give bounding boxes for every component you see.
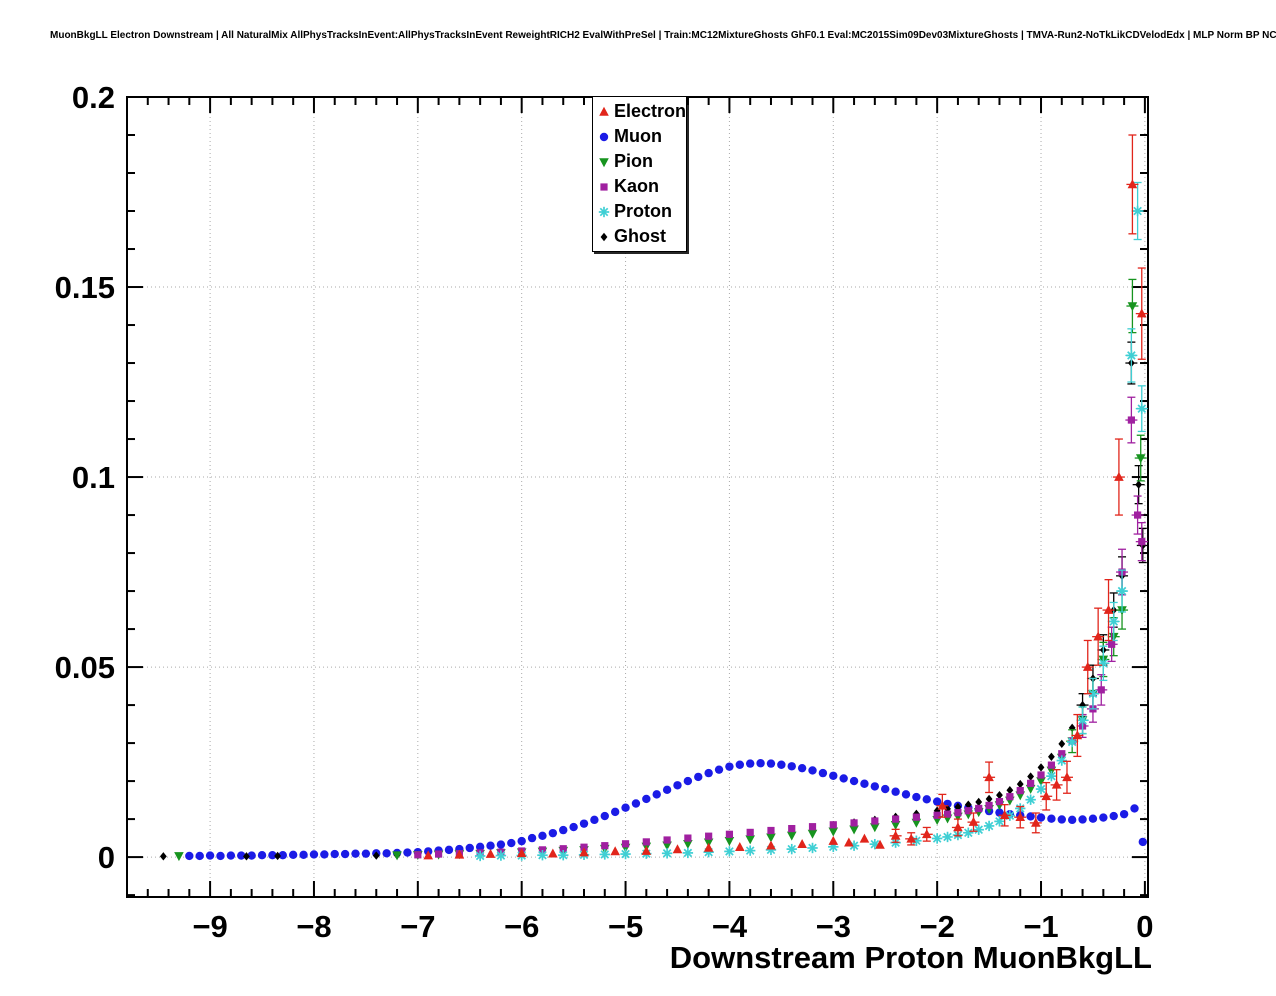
legend-label-muon: Muon [614,126,662,146]
svg-text:−1: −1 [1023,909,1058,944]
svg-text:−8: −8 [296,909,331,944]
legend: Electron Muon Pion Kaon Proton Ghost [592,96,687,252]
kaon-marker-icon [600,182,608,191]
legend-entry-pion: Pion [594,149,686,174]
svg-text:0.2: 0.2 [72,80,115,115]
svg-text:0.1: 0.1 [72,460,115,495]
legend-label-electron: Electron [614,101,687,121]
legend-entry-kaon: Kaon [594,174,686,199]
proton-marker-icon [598,206,610,217]
svg-text:0: 0 [1136,909,1153,944]
electron-marker-icon [599,106,609,116]
legend-label-kaon: Kaon [614,176,659,196]
svg-text:0: 0 [98,840,115,875]
legend-label-proton: Proton [614,201,672,221]
x-axis-label: Downstream Proton MuonBkgLL [670,940,1152,975]
legend-entry-muon: Muon [594,124,686,149]
ghost-marker-icon [600,232,608,241]
legend-entry-ghost: Ghost [594,224,686,249]
svg-text:−4: −4 [712,909,748,944]
svg-text:0.05: 0.05 [55,650,115,685]
svg-text:−7: −7 [400,909,435,944]
svg-text:−2: −2 [919,909,954,944]
pion-marker-icon [599,157,609,167]
svg-text:−9: −9 [192,909,227,944]
legend-label-ghost: Ghost [614,226,666,246]
svg-text:0.15: 0.15 [55,270,115,305]
plot-header-title: MuonBkgLL Electron Downstream | All Natu… [50,30,1276,41]
legend-entry-proton: Proton [594,199,686,224]
legend-entry-electron: Electron [594,99,686,124]
legend-label-pion: Pion [614,151,653,171]
svg-text:−5: −5 [608,909,643,944]
muon-marker-icon [599,132,609,141]
svg-text:−3: −3 [816,909,851,944]
svg-text:−6: −6 [504,909,539,944]
